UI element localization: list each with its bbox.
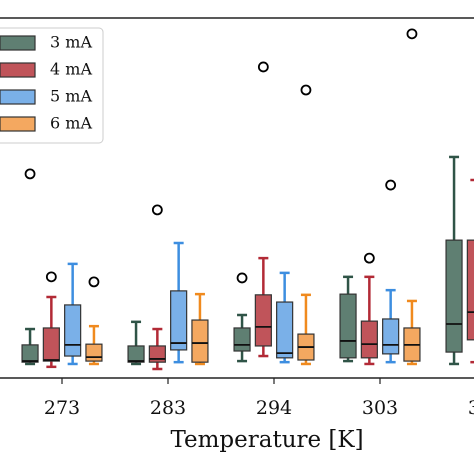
box xyxy=(42,327,60,362)
box xyxy=(254,294,272,347)
box xyxy=(64,304,82,357)
outlier xyxy=(236,272,248,284)
legend-label: 5 mA xyxy=(50,87,92,106)
x-tick-label: 283 xyxy=(150,397,186,419)
x-tick-label: 303 xyxy=(362,397,398,419)
x-tick-label: 294 xyxy=(256,397,292,419)
box xyxy=(85,343,103,362)
x-tick-label: 313 xyxy=(468,397,474,419)
legend-frame xyxy=(0,27,104,144)
box xyxy=(170,290,188,351)
box xyxy=(466,239,474,341)
outlier xyxy=(385,179,397,191)
outlier xyxy=(406,28,418,40)
outlier xyxy=(363,252,375,264)
legend-swatch xyxy=(0,116,36,132)
outlier xyxy=(151,204,163,216)
x-tick-label: 273 xyxy=(44,397,80,419)
box xyxy=(127,345,145,363)
legend-label: 6 mA xyxy=(50,114,92,133)
outlier xyxy=(300,84,312,96)
legend-label: 3 mA xyxy=(50,33,92,52)
outlier xyxy=(257,61,269,73)
outlier xyxy=(88,276,100,288)
box xyxy=(382,318,400,355)
legend-label: 4 mA xyxy=(50,60,92,79)
box xyxy=(276,301,294,359)
box xyxy=(191,319,209,363)
box xyxy=(445,239,463,353)
box xyxy=(233,327,251,352)
legend-swatch xyxy=(0,35,36,51)
legend: 3 mA 4 mA 5 mA 6 mA xyxy=(0,27,104,144)
legend-swatch xyxy=(0,89,36,105)
box xyxy=(339,293,357,359)
box xyxy=(360,320,378,359)
legend-swatch xyxy=(0,62,36,78)
outlier xyxy=(45,271,57,283)
box xyxy=(21,344,39,363)
outlier xyxy=(24,168,36,180)
x-axis-label: Temperature [K] xyxy=(170,427,363,453)
